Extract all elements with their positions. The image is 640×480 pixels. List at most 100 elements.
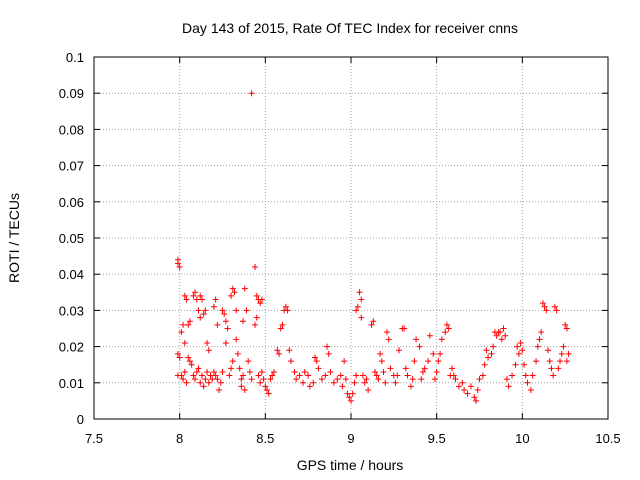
data-point xyxy=(467,383,474,390)
data-point xyxy=(382,379,389,386)
data-point xyxy=(505,383,512,390)
data-point xyxy=(197,292,204,299)
data-point xyxy=(401,325,408,332)
data-point xyxy=(200,383,207,390)
data-point xyxy=(488,350,495,357)
x-tick-label: 9.5 xyxy=(428,431,446,446)
data-point xyxy=(183,296,190,303)
data-point xyxy=(356,289,363,296)
data-point xyxy=(197,379,204,386)
data-point xyxy=(246,368,253,375)
data-point xyxy=(253,314,260,321)
data-point xyxy=(262,383,269,390)
data-point xyxy=(459,379,466,386)
data-point xyxy=(219,307,226,314)
data-point xyxy=(279,321,286,328)
data-point xyxy=(337,372,344,379)
data-point xyxy=(521,361,528,368)
data-point xyxy=(433,368,440,375)
data-point xyxy=(293,376,300,383)
data-point xyxy=(493,332,500,339)
x-tick-label: 7.5 xyxy=(85,431,103,446)
data-point xyxy=(181,292,188,299)
data-point xyxy=(288,358,295,365)
data-points xyxy=(174,90,572,404)
data-point xyxy=(464,390,471,397)
y-tick-label: 0.07 xyxy=(59,159,84,174)
data-point xyxy=(270,368,277,375)
chart-title: Day 143 of 2015, Rate Of TEC Index for r… xyxy=(182,20,518,36)
data-point xyxy=(517,339,524,346)
data-point xyxy=(296,372,303,379)
data-point xyxy=(375,376,382,383)
x-tick-label: 10 xyxy=(515,431,529,446)
x-tick-label: 8.5 xyxy=(256,431,274,446)
data-point xyxy=(185,354,192,361)
data-point xyxy=(258,296,265,303)
data-point xyxy=(449,365,456,372)
data-point xyxy=(234,350,241,357)
data-point xyxy=(241,387,248,394)
data-point xyxy=(563,325,570,332)
data-point xyxy=(238,376,245,383)
data-point xyxy=(339,383,346,390)
data-point xyxy=(387,365,394,372)
data-point xyxy=(503,376,510,383)
data-point xyxy=(229,358,236,365)
data-point xyxy=(445,325,452,332)
data-point xyxy=(212,296,219,303)
data-point xyxy=(221,311,228,318)
data-point xyxy=(409,376,416,383)
data-point xyxy=(474,387,481,394)
data-point xyxy=(267,376,274,383)
data-point xyxy=(479,372,486,379)
data-point xyxy=(193,296,200,303)
data-point xyxy=(536,336,543,343)
data-point xyxy=(222,318,229,325)
data-point xyxy=(363,376,370,383)
x-tick-labels: 7.5 8 8.5 9 9.5 10 10.5 xyxy=(85,431,621,446)
data-point xyxy=(455,383,462,390)
data-point xyxy=(438,336,445,343)
data-point xyxy=(327,368,334,375)
data-point xyxy=(195,365,202,372)
data-point xyxy=(541,303,548,310)
data-point xyxy=(233,307,240,314)
data-point xyxy=(539,300,546,307)
data-point xyxy=(560,343,567,350)
data-point xyxy=(214,321,221,328)
data-point xyxy=(229,285,236,292)
data-point xyxy=(426,332,433,339)
data-point xyxy=(301,368,308,375)
data-point xyxy=(524,379,531,386)
data-point xyxy=(181,339,188,346)
data-point xyxy=(322,372,329,379)
data-point xyxy=(325,350,332,357)
data-point xyxy=(210,303,217,310)
data-point xyxy=(180,376,187,383)
data-point xyxy=(545,347,552,354)
data-point xyxy=(216,387,223,394)
data-point xyxy=(471,394,478,401)
data-point xyxy=(181,368,188,375)
data-point xyxy=(176,354,183,361)
data-point xyxy=(204,368,211,375)
data-point xyxy=(378,358,385,365)
data-point xyxy=(522,372,529,379)
data-point xyxy=(562,321,569,328)
data-point xyxy=(284,307,291,314)
data-point xyxy=(361,379,368,386)
data-point xyxy=(231,289,238,296)
data-point xyxy=(450,372,457,379)
data-point xyxy=(527,387,534,394)
y-tick-label: 0.01 xyxy=(59,376,84,391)
data-point xyxy=(197,314,204,321)
data-point xyxy=(452,376,459,383)
y-tick-label: 0.06 xyxy=(59,195,84,210)
data-point xyxy=(205,347,212,354)
data-point xyxy=(519,347,526,354)
data-point xyxy=(419,368,426,375)
data-point xyxy=(371,368,378,375)
data-point xyxy=(380,368,387,375)
plot-frame xyxy=(93,56,609,420)
